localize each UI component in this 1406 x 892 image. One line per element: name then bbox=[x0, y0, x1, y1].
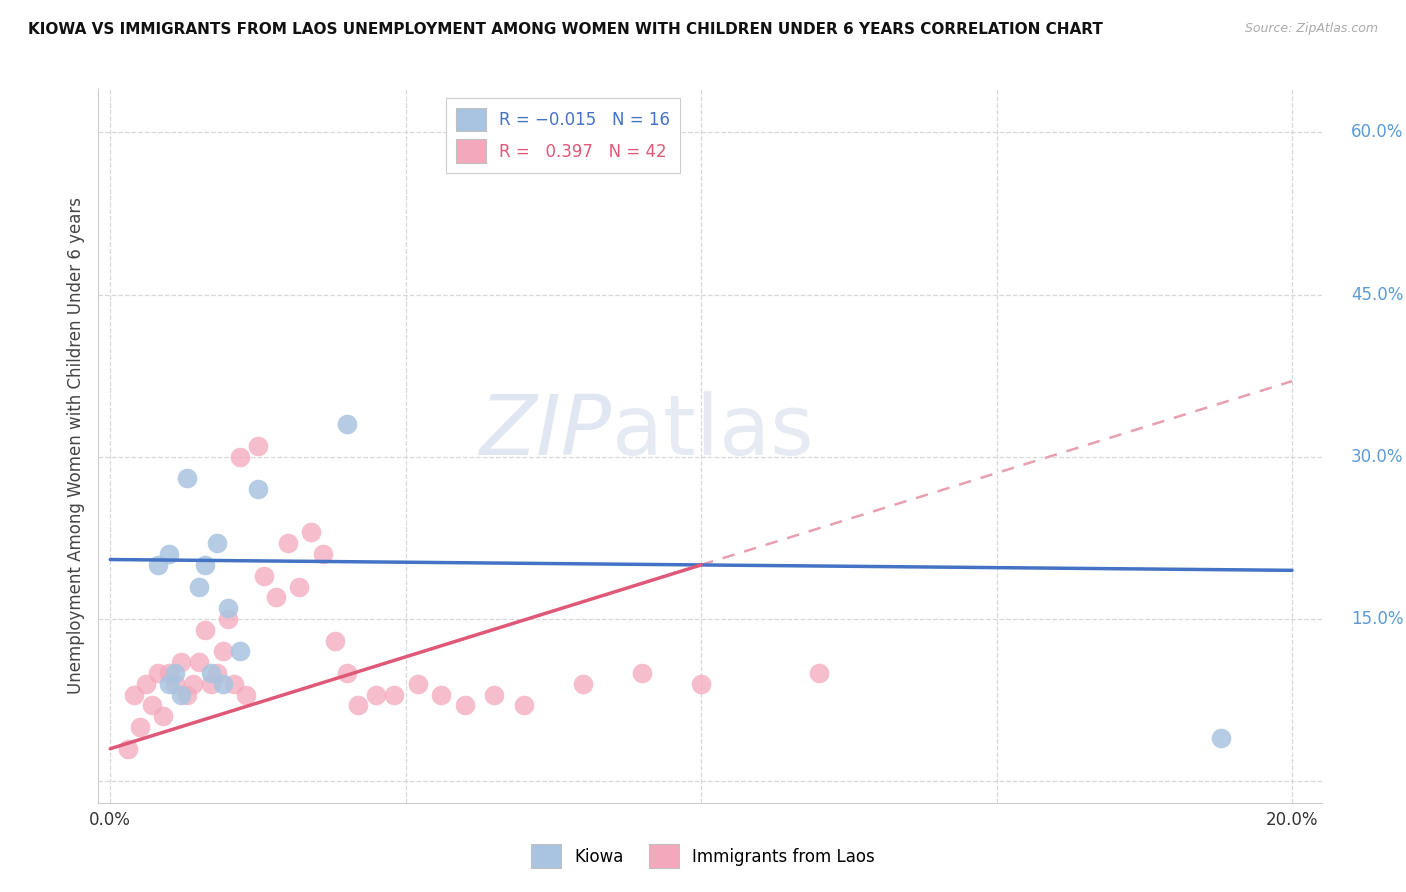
Point bbox=[382, 688, 405, 702]
Point bbox=[430, 688, 453, 702]
Point bbox=[194, 558, 217, 572]
Point bbox=[253, 568, 276, 582]
Point bbox=[170, 655, 193, 669]
Text: 15.0%: 15.0% bbox=[1351, 610, 1403, 628]
Text: KIOWA VS IMMIGRANTS FROM LAOS UNEMPLOYMENT AMONG WOMEN WITH CHILDREN UNDER 6 YEA: KIOWA VS IMMIGRANTS FROM LAOS UNEMPLOYME… bbox=[28, 22, 1102, 37]
Point bbox=[187, 655, 209, 669]
Point bbox=[122, 688, 145, 702]
Text: 45.0%: 45.0% bbox=[1351, 285, 1403, 303]
Point bbox=[146, 558, 169, 572]
Point bbox=[146, 666, 169, 681]
Point bbox=[484, 688, 506, 702]
Point bbox=[454, 698, 477, 713]
Point bbox=[336, 666, 359, 681]
Text: Source: ZipAtlas.com: Source: ZipAtlas.com bbox=[1244, 22, 1378, 36]
Point bbox=[288, 580, 311, 594]
Y-axis label: Unemployment Among Women with Children Under 6 years: Unemployment Among Women with Children U… bbox=[66, 197, 84, 695]
Point bbox=[205, 666, 228, 681]
Point bbox=[406, 677, 429, 691]
Point bbox=[229, 450, 252, 464]
Point bbox=[165, 666, 187, 681]
Point bbox=[229, 644, 252, 658]
Point bbox=[205, 536, 228, 550]
Point bbox=[181, 677, 204, 691]
Point bbox=[165, 677, 187, 691]
Point bbox=[117, 741, 139, 756]
Point bbox=[176, 471, 198, 485]
Point bbox=[135, 677, 157, 691]
Point bbox=[157, 547, 180, 561]
Legend: Kiowa, Immigrants from Laos: Kiowa, Immigrants from Laos bbox=[524, 838, 882, 875]
Point bbox=[217, 612, 239, 626]
Point bbox=[690, 677, 713, 691]
Legend: R = −0.015   N = 16, R =   0.397   N = 42: R = −0.015 N = 16, R = 0.397 N = 42 bbox=[446, 97, 681, 173]
Point bbox=[631, 666, 654, 681]
Point bbox=[194, 623, 217, 637]
Point bbox=[347, 698, 370, 713]
Point bbox=[141, 698, 163, 713]
Point bbox=[157, 666, 180, 681]
Point bbox=[235, 688, 257, 702]
Point bbox=[513, 698, 536, 713]
Point bbox=[217, 601, 239, 615]
Point bbox=[312, 547, 335, 561]
Point bbox=[187, 580, 209, 594]
Point bbox=[336, 417, 359, 432]
Point bbox=[808, 666, 831, 681]
Point bbox=[264, 591, 287, 605]
Text: 60.0%: 60.0% bbox=[1351, 123, 1403, 142]
Point bbox=[323, 633, 346, 648]
Point bbox=[211, 644, 233, 658]
Point bbox=[128, 720, 150, 734]
Point bbox=[246, 439, 269, 453]
Point bbox=[246, 482, 269, 496]
Text: atlas: atlas bbox=[612, 392, 814, 472]
Point bbox=[211, 677, 233, 691]
Point bbox=[1211, 731, 1233, 745]
Point bbox=[200, 677, 222, 691]
Point bbox=[200, 666, 222, 681]
Point bbox=[157, 677, 180, 691]
Point bbox=[276, 536, 298, 550]
Point bbox=[366, 688, 388, 702]
Point bbox=[299, 525, 322, 540]
Point bbox=[224, 677, 246, 691]
Text: ZIP: ZIP bbox=[481, 392, 612, 472]
Text: 30.0%: 30.0% bbox=[1351, 448, 1403, 466]
Point bbox=[152, 709, 174, 723]
Point bbox=[170, 688, 193, 702]
Point bbox=[176, 688, 198, 702]
Point bbox=[572, 677, 595, 691]
